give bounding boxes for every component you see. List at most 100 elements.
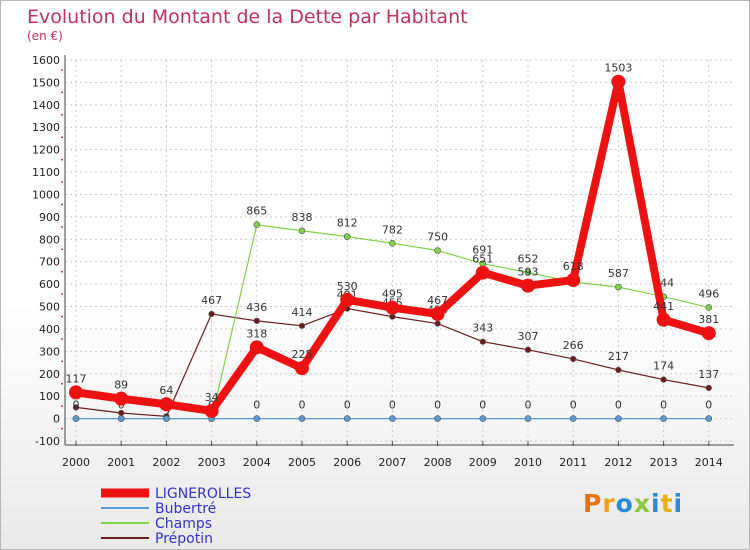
x-tick-label: 2010 — [514, 456, 542, 469]
y-tick-label: 1500 — [32, 76, 60, 89]
data-label-lignerolles: 381 — [698, 313, 719, 326]
data-label-lignerolles: 225 — [292, 348, 313, 361]
chart-title: Evolution du Montant de la Dette par Hab… — [27, 6, 468, 28]
data-point-lignerolles — [430, 306, 445, 321]
y-tick-label: 400 — [39, 323, 60, 336]
data-point-pr-potin — [298, 322, 306, 329]
x-tick-label: 2003 — [198, 456, 226, 469]
data-point-bubertr- — [660, 415, 667, 422]
legend-label-champs: Champs — [155, 516, 212, 532]
y-tick-label: 600 — [39, 278, 60, 291]
data-point-bubertr- — [434, 415, 441, 422]
y-tick-label: 900 — [39, 211, 60, 224]
logo-letter: o — [615, 489, 634, 518]
data-label-lignerolles: 318 — [246, 327, 267, 340]
data-point-pr-potin — [524, 346, 532, 353]
data-label-pr-potin: 137 — [698, 368, 719, 381]
data-label-lignerolles: 117 — [66, 372, 87, 385]
data-point-pr-potin — [253, 317, 260, 324]
data-label-pr-potin: 307 — [518, 330, 539, 343]
data-point-pr-potin — [615, 366, 622, 374]
data-label-lignerolles: 618 — [563, 260, 584, 273]
data-label-lignerolles: 1503 — [604, 62, 632, 75]
data-label-champs: 865 — [246, 205, 267, 218]
data-label-bubertr-: 0 — [253, 399, 260, 412]
data-label-pr-potin: 436 — [246, 301, 267, 314]
data-point-lignerolles — [295, 361, 309, 376]
data-point-bubertr- — [117, 415, 125, 422]
logo-letter: r — [602, 489, 616, 518]
data-point-champs — [615, 283, 622, 291]
data-point-lignerolles — [159, 397, 174, 412]
data-point-bubertr- — [298, 415, 306, 422]
data-label-bubertr-: 0 — [705, 399, 712, 412]
data-label-bubertr-: 0 — [344, 399, 351, 412]
data-label-pr-potin: 174 — [653, 360, 674, 373]
x-tick-label: 2013 — [650, 456, 678, 469]
data-label-bubertr-: 0 — [434, 399, 441, 412]
data-point-champs — [705, 304, 713, 311]
data-label-lignerolles: 89 — [114, 379, 128, 392]
data-label-lignerolles: 651 — [472, 253, 493, 266]
data-label-champs: 812 — [337, 217, 358, 230]
data-label-champs: 496 — [698, 287, 719, 300]
y-tick-label: 1200 — [32, 144, 60, 157]
x-tick-label: 2000 — [62, 456, 90, 469]
data-label-lignerolles: 467 — [427, 294, 448, 307]
data-point-lignerolles — [521, 278, 535, 293]
y-tick-label: 1100 — [32, 166, 60, 179]
data-label-lignerolles: 34 — [205, 391, 219, 404]
y-tick-label: 1300 — [32, 121, 60, 134]
data-label-lignerolles: 64 — [159, 384, 173, 397]
data-point-bubertr- — [343, 415, 351, 422]
data-point-pr-potin — [570, 355, 577, 363]
data-point-pr-potin — [389, 313, 396, 320]
data-label-pr-potin: 217 — [608, 350, 629, 363]
data-label-champs: 838 — [292, 211, 313, 224]
x-tick-label: 2007 — [378, 456, 406, 469]
data-point-lignerolles — [114, 391, 129, 406]
data-label-champs: 0 — [73, 399, 80, 412]
data-point-lignerolles — [656, 312, 671, 327]
y-tick-label: 500 — [39, 301, 60, 314]
x-tick-label: 2004 — [243, 456, 271, 469]
data-label-champs: 587 — [608, 267, 629, 280]
data-point-champs — [524, 269, 532, 276]
x-tick-label: 2005 — [288, 456, 316, 469]
data-label-bubertr-: 0 — [389, 399, 396, 412]
data-label-bubertr-: 0 — [525, 399, 532, 412]
data-point-lignerolles — [475, 265, 490, 280]
data-label-lignerolles: 593 — [518, 266, 539, 279]
data-point-bubertr- — [615, 415, 622, 422]
data-point-champs — [343, 233, 351, 240]
data-point-champs — [298, 227, 306, 235]
legend-label-lignerolles: LIGNEROLLES — [155, 486, 251, 502]
x-tick-label: 2006 — [333, 456, 361, 469]
data-point-pr-potin — [208, 310, 215, 318]
y-tick-label: 200 — [39, 368, 60, 381]
data-point-bubertr- — [705, 415, 713, 422]
data-label-bubertr-: 0 — [660, 399, 667, 412]
data-point-bubertr- — [72, 415, 80, 422]
y-tick-label: -100 — [35, 435, 60, 448]
logo-letter: i — [651, 489, 661, 518]
logo-letter: P — [583, 489, 603, 518]
data-label-pr-potin: 467 — [201, 294, 222, 307]
data-point-lignerolles — [249, 340, 264, 355]
y-tick-label: 0 — [53, 413, 60, 426]
data-point-lignerolles — [204, 403, 219, 418]
data-point-bubertr- — [389, 415, 396, 422]
data-point-champs — [253, 221, 261, 229]
x-tick-label: 2011 — [559, 456, 587, 469]
data-label-lignerolles: 495 — [382, 288, 403, 301]
data-point-bubertr- — [253, 415, 261, 422]
data-label-bubertr-: 0 — [479, 399, 486, 412]
data-label-lignerolles: 530 — [337, 280, 358, 293]
x-tick-label: 2001 — [107, 456, 135, 469]
data-label-bubertr-: 0 — [615, 399, 622, 412]
x-tick-label: 2014 — [695, 456, 723, 469]
x-tick-label: 2008 — [424, 456, 452, 469]
logo-letter: t — [660, 489, 674, 518]
data-point-pr-potin — [72, 404, 80, 411]
data-point-bubertr- — [163, 415, 170, 422]
